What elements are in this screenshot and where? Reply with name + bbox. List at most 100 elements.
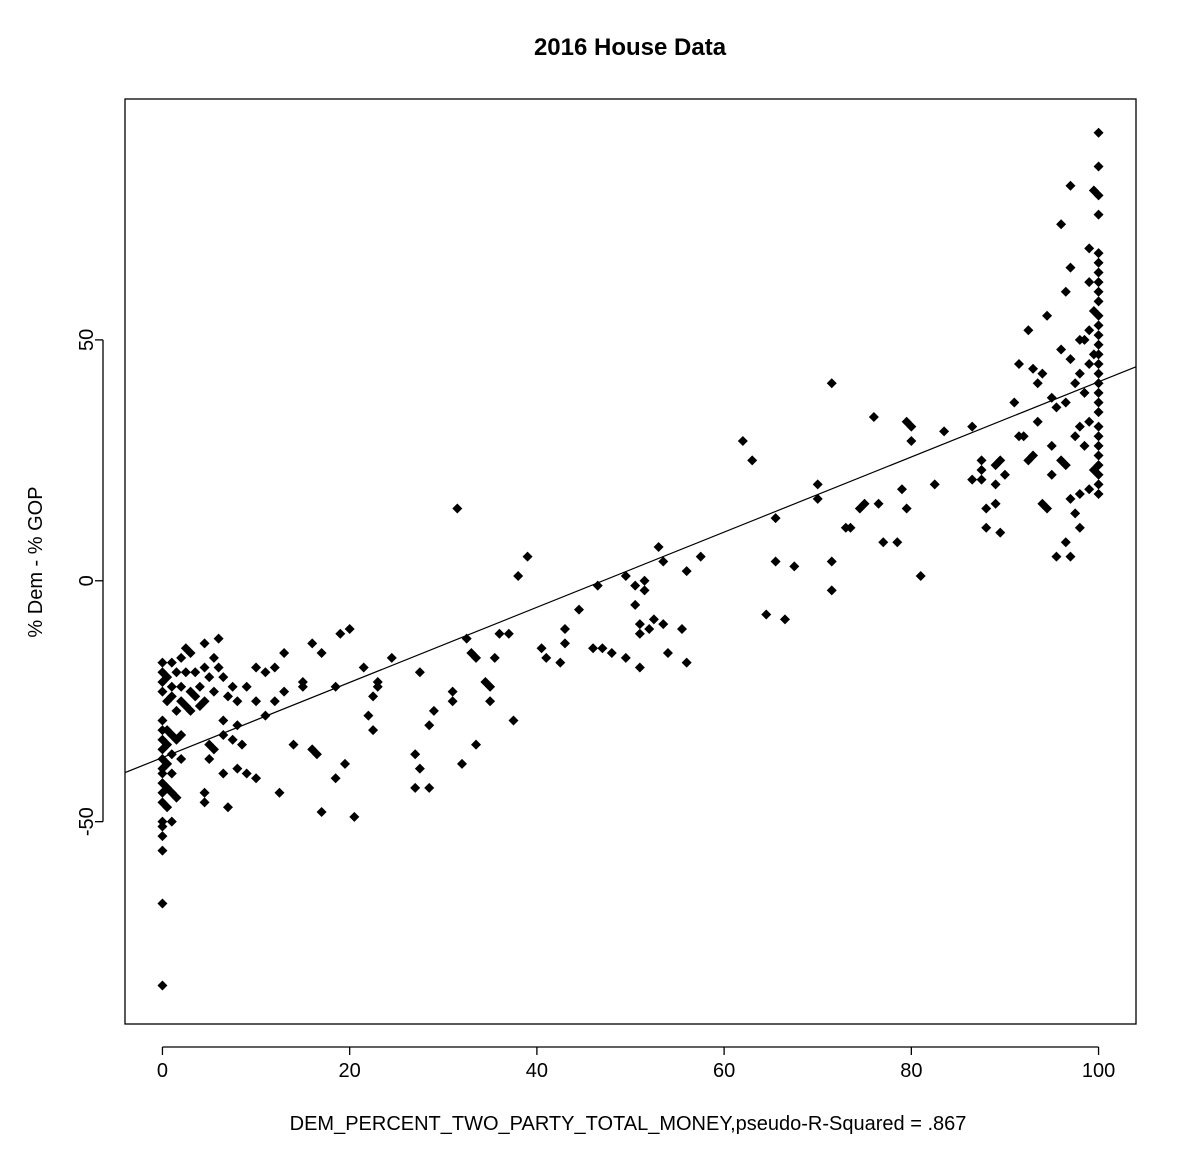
data-point	[424, 782, 435, 793]
data-point	[199, 696, 210, 707]
y-axis: -50 0 50	[76, 329, 104, 836]
data-point	[166, 691, 177, 702]
data-point	[1042, 503, 1053, 514]
x-tick-label: 0	[157, 1060, 168, 1082]
data-point	[199, 787, 210, 798]
data-point	[339, 758, 350, 769]
data-point	[274, 787, 285, 798]
data-point	[208, 686, 219, 697]
data-point	[896, 484, 907, 495]
data-point	[1093, 248, 1104, 259]
data-point	[681, 566, 692, 577]
data-point	[681, 657, 692, 668]
data-point	[190, 691, 201, 702]
data-point	[227, 734, 238, 745]
data-point	[1093, 407, 1104, 418]
data-point	[241, 768, 252, 779]
data-point	[157, 898, 168, 909]
data-point	[658, 556, 669, 567]
data-point	[162, 672, 173, 683]
data-point	[812, 493, 823, 504]
data-point	[251, 662, 262, 673]
data-point	[1051, 551, 1062, 562]
data-point	[241, 681, 252, 692]
x-tick-label: 40	[526, 1060, 548, 1082]
data-point	[658, 619, 669, 630]
data-point	[1046, 469, 1057, 480]
data-point	[344, 623, 355, 634]
data-point	[630, 599, 641, 610]
data-point	[1065, 262, 1076, 273]
data-point	[1093, 330, 1104, 341]
data-point	[1065, 493, 1076, 504]
data-point	[1070, 378, 1081, 389]
data-point	[1093, 421, 1104, 432]
data-point	[330, 773, 341, 784]
data-point	[1093, 127, 1104, 138]
data-point	[906, 421, 917, 432]
data-point	[845, 522, 856, 533]
data-point	[653, 542, 664, 553]
data-point	[873, 498, 884, 509]
data-point	[1093, 277, 1104, 288]
data-point	[330, 681, 341, 692]
data-point	[967, 421, 978, 432]
data-point	[157, 686, 168, 697]
data-point	[414, 763, 425, 774]
data-point	[859, 498, 870, 509]
data-point	[166, 816, 177, 827]
data-point	[1070, 431, 1081, 442]
data-point	[737, 436, 748, 447]
plot-frame	[124, 98, 1137, 1025]
data-point	[995, 527, 1006, 538]
data-point	[1093, 450, 1104, 461]
data-point	[162, 739, 173, 750]
data-point	[471, 652, 482, 663]
data-point	[297, 681, 308, 692]
data-point	[194, 681, 205, 692]
data-point	[644, 623, 655, 634]
data-point	[1093, 479, 1104, 490]
data-point	[559, 638, 570, 649]
data-point	[559, 623, 570, 634]
data-point	[1042, 310, 1053, 321]
data-point	[695, 551, 706, 562]
data-point	[1093, 339, 1104, 350]
data-point	[279, 648, 290, 659]
data-point	[990, 498, 1001, 509]
data-point	[213, 633, 224, 644]
data-point	[494, 628, 505, 639]
data-point	[1084, 416, 1095, 427]
x-axis: 0 20 40 60 80 100	[157, 1046, 1115, 1082]
data-point	[639, 575, 650, 586]
data-point	[1023, 325, 1034, 336]
data-point	[1018, 431, 1029, 442]
data-point	[410, 782, 421, 793]
data-point	[1093, 440, 1104, 451]
data-point	[976, 455, 987, 466]
data-point	[461, 633, 472, 644]
data-point	[990, 479, 1001, 490]
data-point	[878, 537, 889, 548]
data-point	[967, 474, 978, 485]
data-point	[1060, 537, 1071, 548]
data-point	[349, 811, 360, 822]
data-point	[1093, 296, 1104, 307]
x-tick-label: 100	[1082, 1060, 1115, 1082]
data-point	[901, 503, 912, 514]
data-point	[199, 662, 210, 673]
data-point	[634, 662, 645, 673]
data-point	[185, 705, 196, 716]
data-point	[269, 662, 280, 673]
data-point	[1009, 397, 1020, 408]
data-point	[1093, 489, 1104, 500]
data-point	[976, 464, 987, 475]
data-point	[906, 436, 917, 447]
data-point	[1093, 469, 1104, 480]
data-point	[180, 667, 191, 678]
data-point	[1093, 161, 1104, 172]
data-point	[176, 652, 187, 663]
data-point	[1079, 440, 1090, 451]
data-point	[1028, 363, 1039, 374]
data-point	[1084, 484, 1095, 495]
